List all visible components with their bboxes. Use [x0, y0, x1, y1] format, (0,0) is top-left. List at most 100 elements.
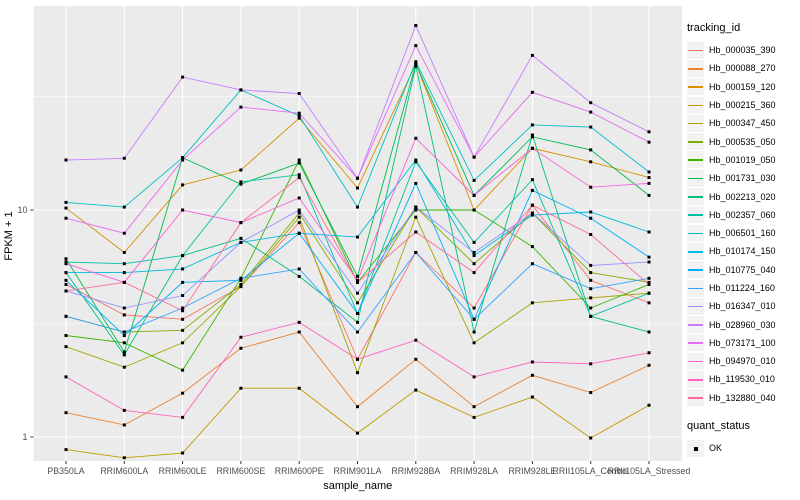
data-point	[647, 193, 651, 197]
data-point	[647, 291, 651, 295]
data-point	[64, 257, 68, 261]
data-point	[647, 351, 651, 355]
data-point	[122, 423, 126, 427]
legend-key-line-icon	[687, 78, 704, 96]
data-point	[647, 170, 651, 174]
legend-label: Hb_002213_020	[709, 191, 776, 202]
data-point	[181, 317, 185, 321]
data-point	[64, 260, 68, 264]
data-point	[64, 314, 68, 318]
data-point	[297, 330, 301, 334]
data-point	[414, 357, 418, 361]
data-point	[414, 160, 418, 164]
data-point	[647, 260, 651, 264]
data-point	[297, 208, 301, 212]
legend-label: Hb_000088_270	[709, 63, 776, 74]
data-point	[64, 411, 68, 415]
data-point	[239, 221, 243, 225]
data-point	[64, 278, 68, 282]
data-point	[414, 158, 418, 162]
legend-label: Hb_010174_150	[709, 246, 776, 257]
legend-item-ok: OK	[687, 439, 799, 457]
data-point	[589, 148, 593, 152]
legend-key-line-icon	[687, 297, 704, 315]
data-point	[530, 211, 534, 215]
data-point	[530, 360, 534, 364]
data-point	[356, 186, 359, 190]
data-point	[356, 176, 359, 180]
data-point	[64, 206, 68, 210]
legend-key-line-icon	[687, 242, 704, 260]
data-point	[356, 301, 359, 305]
data-point	[356, 274, 359, 278]
legend-label: Hb_000035_390	[709, 45, 776, 56]
data-point	[356, 280, 359, 284]
data-point	[181, 294, 185, 298]
data-point	[239, 180, 243, 184]
data-point	[297, 196, 301, 200]
data-point	[181, 341, 185, 345]
data-point	[181, 254, 185, 258]
data-point	[472, 306, 476, 310]
data-point	[297, 320, 301, 324]
data-point	[472, 405, 476, 409]
y-axis-title: FPKM + 1	[3, 211, 15, 260]
data-point	[530, 178, 534, 182]
data-point	[472, 208, 476, 212]
x-tick-label: RRIM600PE	[275, 466, 324, 476]
data-point	[122, 350, 126, 354]
legend-label: Hb_132880_040	[709, 392, 776, 403]
legend-item-Hb_011224_160: Hb_011224_160	[687, 279, 799, 297]
legend-key-line-icon	[687, 334, 704, 352]
data-point	[64, 158, 68, 162]
data-point	[647, 363, 651, 367]
data-point	[297, 111, 301, 115]
data-point	[356, 205, 359, 209]
legend-label: Hb_001731_030	[709, 173, 776, 184]
data-point	[64, 375, 68, 379]
data-point	[647, 176, 651, 180]
legend-label: Hb_094970_010	[709, 356, 776, 367]
data-point	[239, 168, 243, 172]
data-point	[356, 311, 359, 315]
x-tick-label: RRIM600SE	[216, 466, 265, 476]
data-point	[181, 183, 185, 187]
legend-label: Hb_119530_010	[709, 374, 775, 385]
data-point	[414, 230, 418, 234]
data-point	[297, 267, 301, 271]
data-point	[356, 235, 359, 239]
data-point	[239, 182, 243, 186]
legend-item-Hb_000535_050: Hb_000535_050	[687, 132, 799, 151]
data-point	[530, 213, 534, 217]
data-point	[64, 271, 68, 275]
legend: tracking_id Hb_000035_390 Hb_000088_270 Hb…	[687, 22, 799, 457]
data-point	[297, 173, 301, 177]
legend-key-line-icon	[687, 133, 704, 151]
data-point	[122, 280, 126, 284]
data-point	[122, 156, 126, 160]
data-point	[589, 314, 593, 318]
data-point	[356, 278, 359, 282]
legend-label: OK	[709, 443, 723, 454]
legend-label: Hb_002357_060	[709, 209, 776, 220]
data-point	[472, 271, 476, 275]
data-point	[530, 395, 534, 399]
data-point	[64, 448, 68, 452]
data-point	[297, 116, 301, 120]
data-point	[530, 53, 534, 57]
data-point	[181, 309, 185, 313]
data-point	[589, 101, 593, 105]
data-point	[356, 431, 359, 435]
data-point	[472, 341, 476, 345]
data-point	[64, 216, 68, 220]
x-tick-label: RRII105LA_Control	[553, 466, 629, 476]
data-point	[530, 262, 534, 266]
data-point	[297, 231, 301, 235]
data-point	[589, 278, 593, 282]
data-point	[647, 330, 651, 334]
data-point	[589, 271, 593, 275]
data-point	[239, 105, 243, 109]
legend-key-line-icon	[687, 261, 704, 279]
data-point	[181, 158, 185, 162]
data-point	[297, 176, 301, 180]
